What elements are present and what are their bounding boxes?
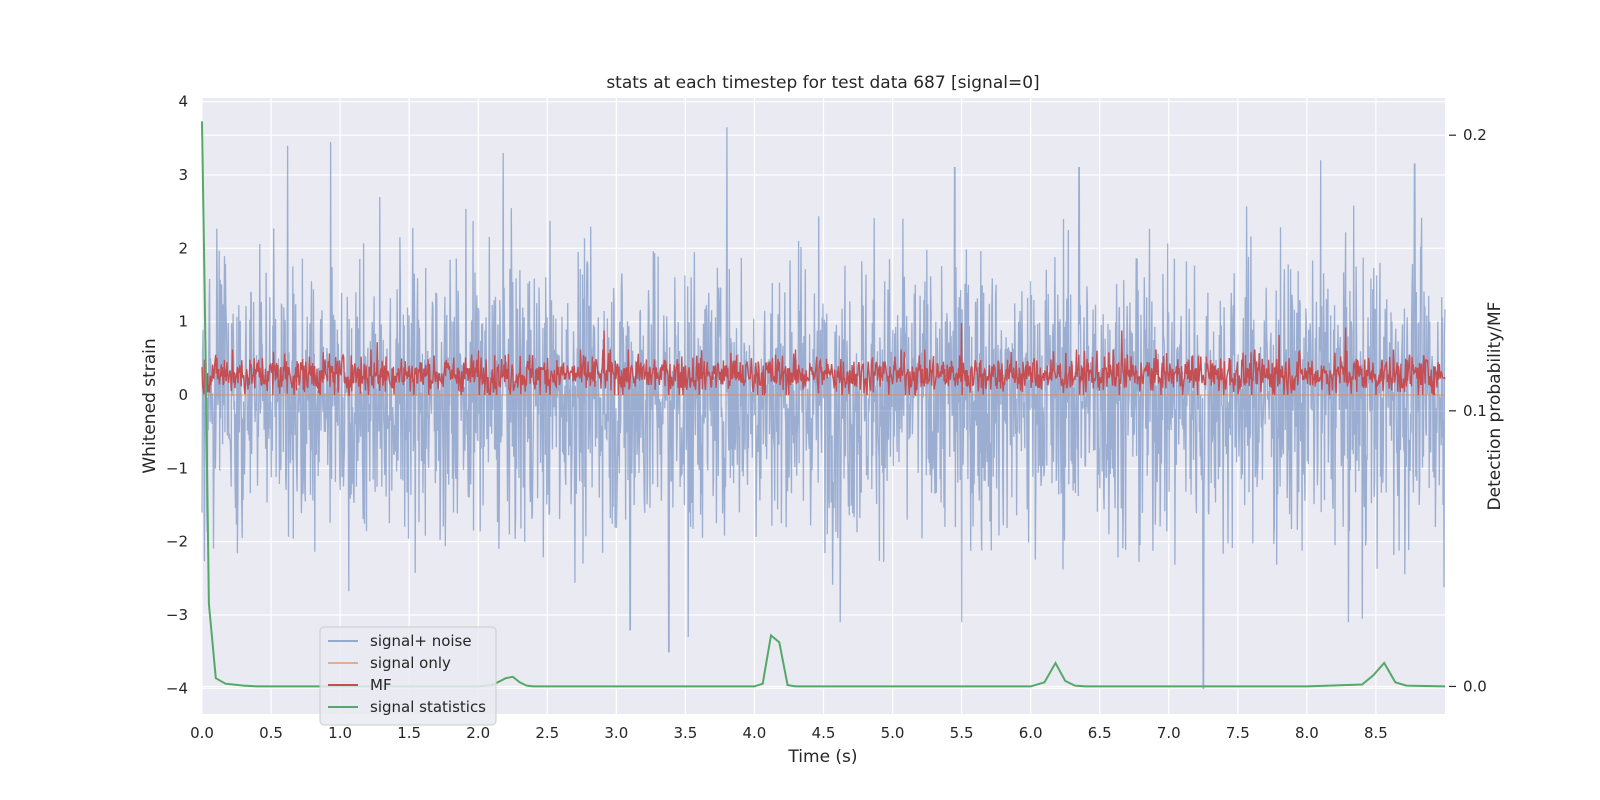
y-tick-label: 2 — [178, 239, 188, 257]
legend-label-signal-statistics: signal statistics — [370, 698, 486, 716]
x-tick-label: 3.5 — [673, 724, 697, 742]
y-tick-label: −4 — [166, 679, 188, 697]
x-tick-label: 3.0 — [604, 724, 628, 742]
legend-label-noise: signal+ noise — [370, 632, 472, 650]
x-tick-label: 7.0 — [1157, 724, 1181, 742]
x-tick-label: 6.0 — [1019, 724, 1043, 742]
x-axis-label: Time (s) — [787, 747, 857, 767]
signal-statistics-line — [201, 121, 1446, 688]
x-tick-label: 5.0 — [881, 724, 905, 742]
x-tick-label: 4.0 — [743, 724, 767, 742]
y-tick-label: 4 — [178, 93, 188, 111]
x-tick-label: 2.5 — [535, 724, 559, 742]
series-mf — [201, 323, 1446, 397]
chart-title: stats at each timestep for test data 687… — [606, 73, 1039, 93]
x-tick-label: 1.0 — [328, 724, 352, 742]
y-tick-label: −1 — [166, 459, 188, 477]
x-tick-label: 4.5 — [812, 724, 836, 742]
x-axis-ticks: 0.0 0.5 1.0 1.5 2.0 2.5 3.0 3.5 4.0 4.5 5.0 5.5 6.0 6… — [190, 724, 1388, 742]
y-tick-label: −3 — [166, 606, 188, 624]
legend: signal+ noise signal only MF signal stat… — [319, 626, 497, 726]
legend-label-signal-only: signal only — [370, 654, 451, 672]
legend-box — [319, 626, 497, 726]
y2-axis-ticks: 0.2 0.1 0.0 — [1449, 126, 1487, 695]
x-tick-label: 5.5 — [950, 724, 974, 742]
y-tick-label: 0 — [178, 386, 188, 404]
x-tick-label: 1.5 — [397, 724, 421, 742]
x-tick-label: 0.5 — [259, 724, 283, 742]
series-signal-statistics — [201, 121, 1446, 688]
y2-axis-label: Detection probability/MF — [1485, 302, 1505, 511]
y-axis-label: Whitened strain — [140, 338, 160, 473]
x-tick-label: 2.0 — [466, 724, 490, 742]
y2-tick-label: 0.2 — [1463, 126, 1487, 144]
x-tick-label: 7.5 — [1226, 724, 1250, 742]
x-tick-label: 6.5 — [1088, 724, 1112, 742]
y-tick-label: 1 — [178, 313, 188, 331]
x-tick-label: 8.5 — [1364, 724, 1388, 742]
y-axis-ticks: 4 3 2 1 0 −1 −2 −3 −4 — [166, 93, 188, 698]
mf-line — [201, 323, 1446, 397]
y-tick-label: −2 — [166, 533, 188, 551]
legend-label-mf: MF — [370, 676, 392, 694]
y-tick-label: 3 — [178, 166, 188, 184]
y2-tick-label: 0.0 — [1463, 677, 1487, 695]
x-tick-label: 0.0 — [190, 724, 214, 742]
x-tick-label: 8.0 — [1295, 724, 1319, 742]
y2-tick-label: 0.1 — [1463, 402, 1487, 420]
